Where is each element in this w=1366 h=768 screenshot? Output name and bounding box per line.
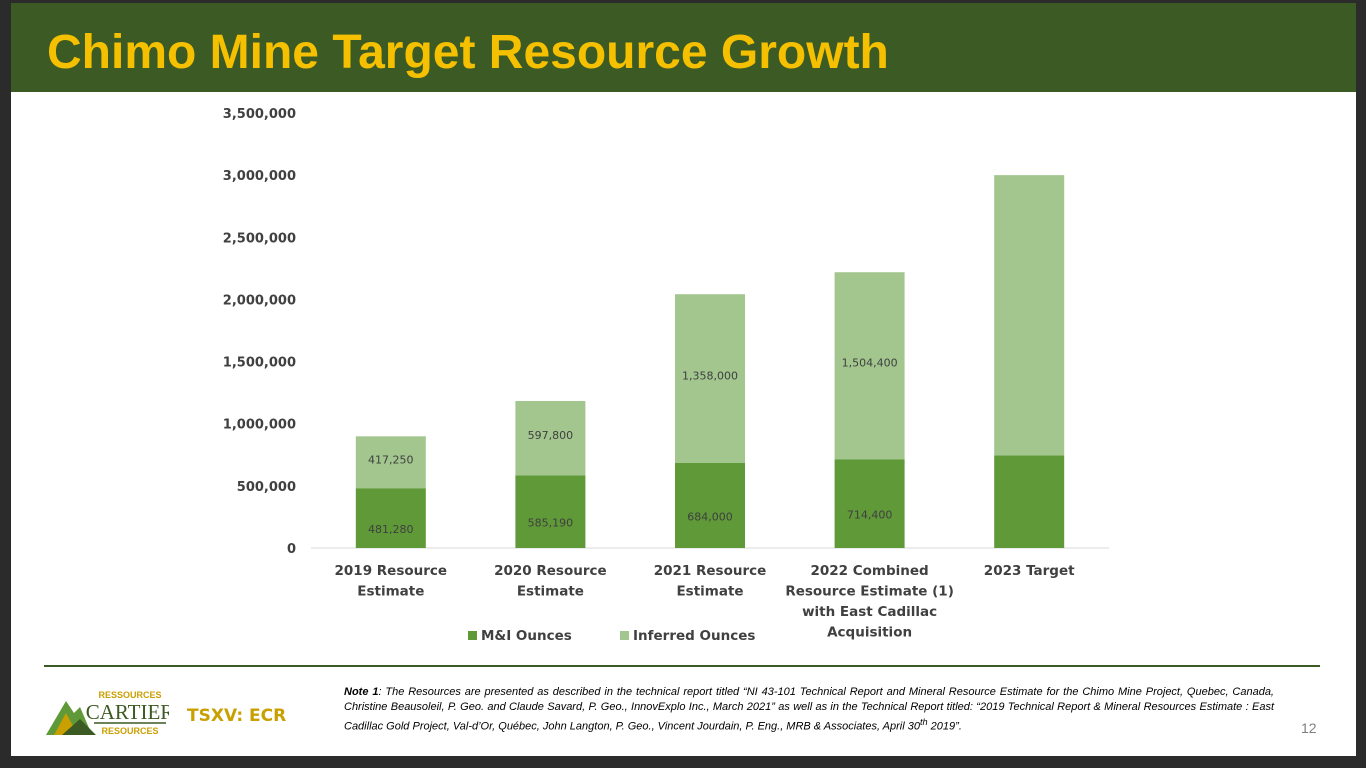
x-category-label: 2019 Resource: [335, 563, 448, 579]
stacked-bar-chart: 0 500,000 1,000,000 1,500,000 2,000,000 2,500…: [223, 107, 1109, 644]
bar-inferred-ounces: [994, 175, 1065, 456]
x-category-label: Acquisition: [827, 625, 912, 641]
bar-mi-ounces: [675, 462, 745, 548]
data-label: 417,250: [368, 453, 414, 466]
y-tick-label: 500,000: [237, 480, 296, 495]
note-label: Note 1: [344, 686, 379, 698]
x-category-label: Estimate: [676, 584, 743, 600]
data-label: 714,400: [847, 509, 893, 522]
bar-mi-ounces: [994, 455, 1065, 548]
data-label: 597,800: [528, 429, 574, 442]
y-tick-label: 0: [287, 542, 296, 557]
bar-inferred-ounces: [515, 400, 586, 476]
bar-inferred-ounces: [675, 294, 745, 463]
bar-mi-ounces: [834, 459, 905, 548]
x-category-label: Resource Estimate (1): [785, 584, 954, 600]
x-category-label: Estimate: [357, 584, 424, 600]
data-label: 481,280: [368, 523, 414, 536]
x-axis: 2019 Resource Estimate 2020 Resource Estima…: [335, 563, 1076, 641]
bar-mi-ounces: [355, 488, 426, 548]
y-axis: 0 500,000 1,000,000 1,500,000 2,000,000 2,500…: [223, 107, 296, 557]
bars: [355, 175, 1065, 548]
y-tick-label: 3,000,000: [223, 169, 296, 184]
data-label: 585,190: [528, 517, 574, 530]
data-label: 684,000: [687, 510, 733, 523]
legend-label: M&I Ounces: [481, 628, 572, 644]
data-labels: 481,280 417,250 585,190 597,800 684,000 1,358…: [368, 357, 898, 536]
x-category-label: with East Cadillac: [802, 604, 937, 620]
legend: M&I Ounces Inferred Ounces: [468, 628, 755, 644]
legend-swatch: [620, 631, 629, 640]
legend-label: Inferred Ounces: [633, 628, 755, 644]
x-category-label: 2023 Target: [984, 563, 1075, 579]
y-tick-label: 3,500,000: [223, 107, 296, 122]
x-category-label: 2021 Resource: [654, 563, 767, 579]
logo-text-bottom: RESOURCES: [101, 726, 158, 736]
note-text: : The Resources are presented as describ…: [344, 686, 1274, 733]
footnote: Note 1: The Resources are presented as d…: [344, 685, 1274, 735]
bar-inferred-ounces: [834, 272, 905, 460]
slide: Chimo Mine Target Resource Growth 0 500,0…: [11, 3, 1356, 756]
y-tick-label: 2,000,000: [223, 293, 296, 308]
logo-text-top: RESSOURCES: [98, 690, 161, 700]
y-tick-label: 1,500,000: [223, 356, 296, 371]
page-number: 12: [1301, 720, 1317, 736]
note-superscript: th: [919, 717, 928, 727]
bar-inferred-ounces: [355, 436, 426, 489]
page-title: Chimo Mine Target Resource Growth: [47, 26, 889, 79]
x-category-label: Estimate: [517, 584, 584, 600]
x-category-label: 2022 Combined: [810, 563, 928, 579]
bar-mi-ounces: [515, 475, 586, 548]
note-end: 2019”.: [927, 720, 962, 733]
cartier-logo: RESSOURCES CARTIER RESOURCES: [46, 690, 169, 736]
y-tick-label: 2,500,000: [223, 231, 296, 246]
ticker-symbol: TSXV: ECR: [187, 706, 287, 726]
data-label: 1,504,400: [842, 357, 898, 370]
x-category-label: 2020 Resource: [494, 563, 607, 579]
footer-divider: [44, 665, 1320, 667]
title-bar: Chimo Mine Target Resource Growth: [11, 3, 1356, 92]
data-label: 1,358,000: [682, 370, 738, 383]
y-tick-label: 1,000,000: [223, 418, 296, 433]
logo-text-main: CARTIER: [86, 700, 169, 724]
legend-swatch: [468, 631, 477, 640]
